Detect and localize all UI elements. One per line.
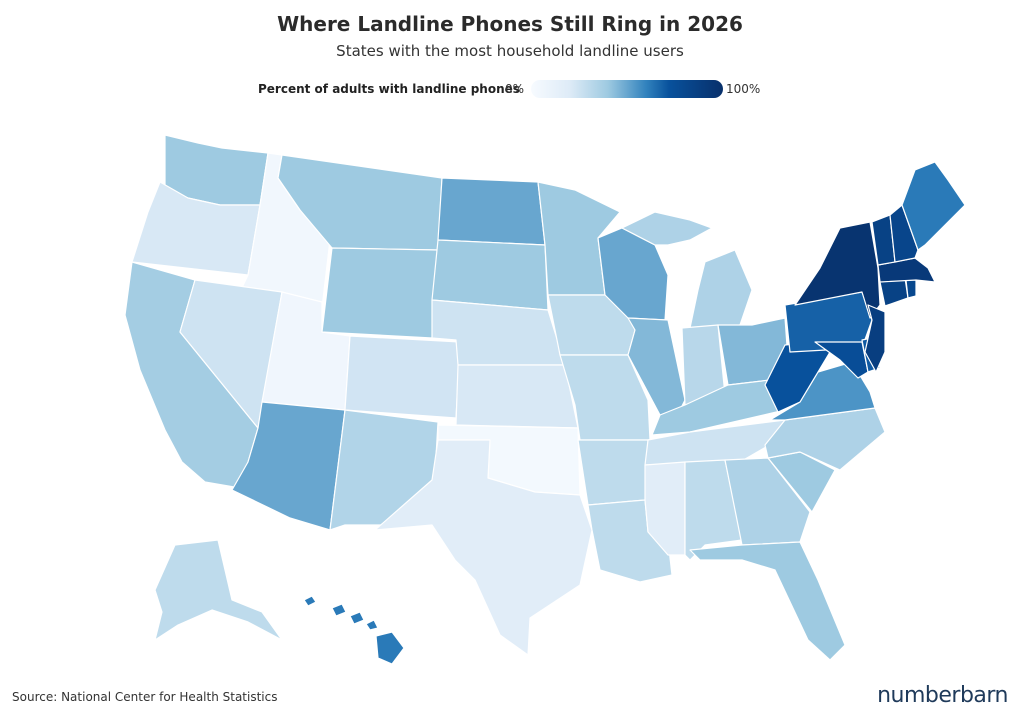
- state-TX[interactable]: [374, 439, 593, 656]
- state-RI[interactable]: [905, 279, 917, 299]
- legend-max-label: 100%: [726, 82, 761, 96]
- state-AK[interactable]: [154, 539, 283, 641]
- state-ME[interactable]: [901, 161, 966, 251]
- legend-min-label: 0%: [505, 82, 525, 96]
- state-CO[interactable]: [344, 335, 461, 419]
- state-KS[interactable]: [455, 364, 579, 429]
- state-WY[interactable]: [321, 247, 439, 339]
- state-HI[interactable]: [303, 595, 405, 665]
- state-MI[interactable]: [689, 249, 753, 329]
- state-FL[interactable]: [689, 541, 846, 661]
- state-MD[interactable]: [814, 341, 869, 379]
- state-AR[interactable]: [577, 439, 651, 506]
- state-NH[interactable]: [889, 204, 919, 263]
- page-title: Where Landline Phones Still Ring in 2026: [277, 12, 743, 36]
- state-NJ[interactable]: [864, 304, 886, 373]
- state-GA[interactable]: [724, 457, 811, 546]
- source-note: Source: National Center for Health Stati…: [12, 690, 278, 704]
- brand-logo: numberbarn: [877, 683, 1008, 708]
- state-ND[interactable]: [437, 177, 546, 246]
- state-MI-UP[interactable]: [621, 211, 713, 246]
- state-SD[interactable]: [431, 239, 549, 311]
- legend-title: Percent of adults with landline phones: [258, 82, 520, 96]
- legend-gradient-bar: [531, 80, 723, 98]
- page-subtitle: States with the most household landline …: [336, 42, 684, 60]
